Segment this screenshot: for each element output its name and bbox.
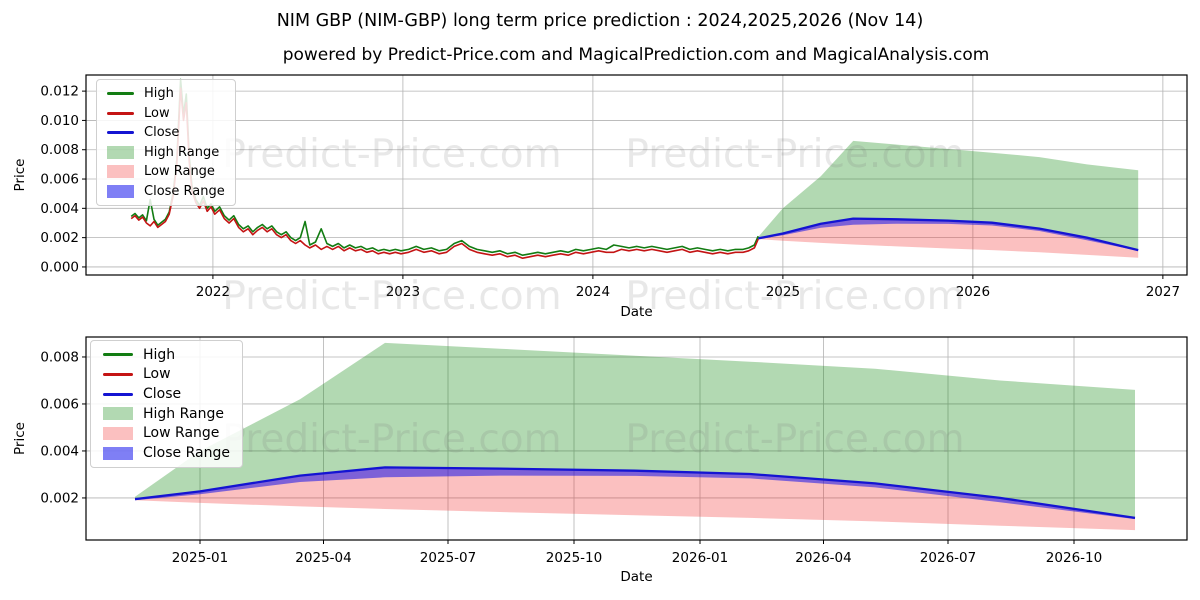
legend-label-low-range: Low Range bbox=[144, 164, 215, 180]
plot-frame bbox=[85, 336, 1188, 541]
high-line-swatch bbox=[107, 92, 134, 96]
legend-label-close: Close bbox=[144, 125, 180, 141]
legend-item-close: Close bbox=[107, 125, 225, 140]
x-tick-label: 2026-04 bbox=[795, 550, 851, 566]
legend-label-close: Close bbox=[143, 386, 182, 403]
watermark-text: Predict-Price.com bbox=[625, 274, 964, 319]
watermarks: Predict-Price.com Predict-Price.com Predic… bbox=[222, 132, 964, 462]
plot-frame bbox=[85, 74, 1188, 276]
legend-item-high: High bbox=[107, 86, 225, 101]
chart-title: NIM GBP (NIM-GBP) long term price predic… bbox=[276, 11, 924, 31]
axis-labels: 2022 2023 2024 2025 2026 2027 0.000 0.002 0.004 0… bbox=[12, 84, 1180, 320]
legend-item-low: Low bbox=[107, 106, 225, 121]
x-tick-label: 2025-04 bbox=[295, 550, 351, 566]
low-line-swatch bbox=[103, 372, 133, 376]
close-line-swatch bbox=[107, 131, 134, 135]
close-range-fill bbox=[135, 467, 1135, 520]
x-axis-label: Date bbox=[620, 569, 652, 585]
close-forecast-line bbox=[134, 466, 1136, 520]
legend-item-close-range: Close Range bbox=[103, 445, 230, 461]
y-tick-label: 0.006 bbox=[40, 396, 79, 412]
close-forecast-line bbox=[757, 217, 1139, 252]
legend-item-low: Low bbox=[103, 366, 230, 382]
x-tick-label: 2025-07 bbox=[420, 550, 476, 566]
close-line-swatch bbox=[103, 392, 133, 396]
main-price-chart: 2022 2023 2024 2025 2026 2027 0.000 0.002 0.004 0… bbox=[12, 74, 1188, 320]
legend-label-low-range: Low Range bbox=[143, 425, 220, 442]
high-range-patch-swatch bbox=[107, 145, 134, 159]
x-axis-label: Date bbox=[620, 304, 652, 320]
forecast-detail-chart: 2025-01 2025-04 2025-07 2025-10 2026-01 2026-… bbox=[12, 336, 1188, 585]
watermark-text: Predict-Price.com bbox=[222, 417, 561, 462]
watermark-text: Predict-Price.com bbox=[222, 274, 561, 319]
x-tick-label: 2025 bbox=[766, 284, 800, 300]
y-tick-label: 0.008 bbox=[40, 142, 79, 158]
bottom-chart-legend: High Low Close High Range Low Range Clos… bbox=[90, 340, 243, 468]
watermark-text: Predict-Price.com bbox=[625, 417, 964, 462]
x-tick-label: 2027 bbox=[1146, 284, 1180, 300]
low-line-swatch bbox=[107, 111, 134, 115]
legend-label-close-range: Close Range bbox=[144, 183, 225, 199]
x-tick-label: 2026-07 bbox=[920, 550, 976, 566]
chart-subtitle: powered by Predict-Price.com and Magical… bbox=[282, 45, 990, 65]
y-tick-label: 0.002 bbox=[40, 230, 79, 246]
low-range-patch-swatch bbox=[107, 165, 134, 179]
y-tick-label: 0.004 bbox=[40, 443, 79, 459]
high-line-swatch bbox=[103, 353, 133, 357]
top-chart-legend: High Low Close High Range Low Range Clos… bbox=[96, 79, 236, 206]
y-axis-label: Price bbox=[12, 159, 28, 192]
high-range-fill bbox=[758, 140, 1139, 251]
legend-item-low-range: Low Range bbox=[107, 164, 225, 179]
x-tick-label: 2025-01 bbox=[172, 550, 228, 566]
x-tick-label: 2025-10 bbox=[546, 550, 602, 566]
close-range-patch-swatch bbox=[103, 446, 133, 460]
high-range-fill bbox=[135, 342, 1135, 518]
legend-item-high: High bbox=[103, 347, 230, 363]
legend-item-close-range: Close Range bbox=[107, 184, 225, 199]
legend-item-low-range: Low Range bbox=[103, 425, 230, 441]
watermark-text: Predict-Price.com bbox=[625, 132, 964, 177]
legend-label-high: High bbox=[143, 346, 176, 363]
y-tick-label: 0.006 bbox=[40, 172, 79, 188]
low-range-patch-swatch bbox=[103, 426, 133, 440]
legend-label-high-range: High Range bbox=[144, 144, 220, 160]
legend-label-close-range: Close Range bbox=[143, 445, 230, 462]
close-range-fill bbox=[758, 218, 1139, 251]
y-tick-label: 0.002 bbox=[40, 490, 79, 506]
x-tick-label: 2022 bbox=[196, 284, 230, 300]
y-tick-label: 0.004 bbox=[40, 201, 79, 217]
x-tick-label: 2026-01 bbox=[672, 550, 728, 566]
x-tick-label: 2023 bbox=[386, 284, 420, 300]
high-range-patch-swatch bbox=[103, 407, 133, 421]
y-tick-label: 0.012 bbox=[40, 84, 79, 100]
legend-label-low: Low bbox=[144, 105, 170, 121]
legend-item-close: Close bbox=[103, 386, 230, 402]
low-range-fill bbox=[758, 218, 1139, 258]
legend-label-high-range: High Range bbox=[143, 405, 224, 422]
y-tick-label: 0.000 bbox=[40, 259, 79, 275]
legend-item-high-range: High Range bbox=[103, 406, 230, 422]
x-tick-label: 2026 bbox=[956, 284, 990, 300]
legend-label-low: Low bbox=[143, 366, 171, 383]
close-range-patch-swatch bbox=[107, 184, 134, 198]
y-tick-label: 0.008 bbox=[40, 349, 79, 365]
x-tick-label: 2024 bbox=[576, 284, 610, 300]
watermark-text: Predict-Price.com bbox=[222, 132, 561, 177]
y-axis-label: Price bbox=[12, 422, 28, 455]
axis-labels: 2025-01 2025-04 2025-07 2025-10 2026-01 2026-… bbox=[12, 349, 1102, 585]
legend-label-high: High bbox=[144, 86, 174, 102]
gridlines bbox=[86, 75, 1187, 275]
y-tick-label: 0.010 bbox=[40, 113, 79, 129]
x-tick-label: 2026-10 bbox=[1046, 550, 1102, 566]
legend-item-high-range: High Range bbox=[107, 145, 225, 160]
low-range-fill bbox=[135, 467, 1135, 531]
